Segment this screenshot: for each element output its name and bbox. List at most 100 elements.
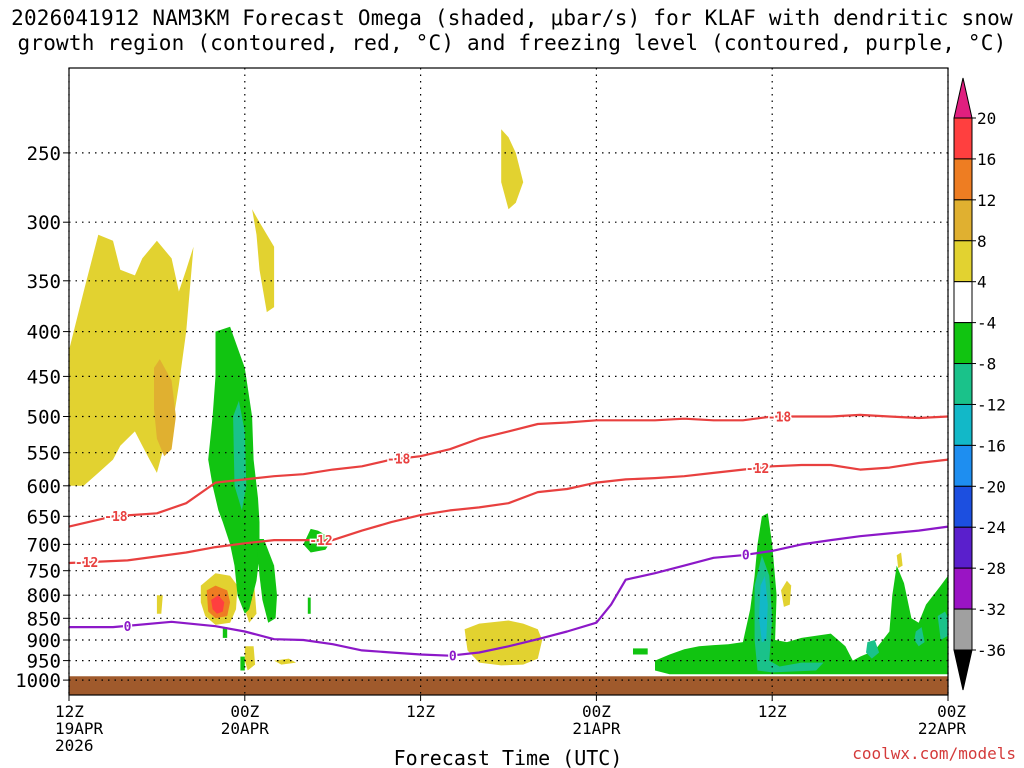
contour-label-2: -18 — [766, 409, 793, 427]
omega-region-23 — [655, 513, 948, 675]
ytick-label-650: 650 — [27, 506, 61, 528]
colorbar-segment-3 — [953, 240, 973, 283]
omega-region-13 — [781, 580, 792, 607]
omega-region-9 — [244, 646, 256, 671]
colorbar-segment-7 — [953, 403, 973, 446]
xtick-label-36-0: 00Z — [582, 702, 611, 721]
chart-title-line-2: growth region (contoured, red, °C) and f… — [17, 31, 1007, 55]
colorbar-segment-9 — [953, 485, 973, 528]
credit-text: coolwx.com/models — [852, 744, 1016, 763]
contour-label-0: -18 — [103, 509, 130, 527]
colorbar-label-7: -12 — [977, 395, 1006, 414]
contour-dgz-1 — [68, 458, 949, 565]
contour-label-text: -12 — [309, 534, 332, 549]
xtick-label-0-2: 2026 — [55, 736, 94, 755]
colorbar-label-4: 4 — [977, 273, 987, 292]
contour-label-text: 0 — [742, 549, 750, 564]
omega-region-6 — [211, 595, 225, 614]
colorbar-label-13: -36 — [977, 641, 1006, 660]
colorbar-segment-2 — [953, 199, 973, 242]
terrain-fill — [69, 676, 948, 695]
ytick-label-450: 450 — [27, 366, 61, 388]
colorbar: 20 16 12 8 4 -4 -8 -12 -16 -20 -24 -28 -32 -36 — [953, 77, 1006, 691]
xtick-label-0-1: 19APR — [55, 719, 104, 738]
contour-label-5: -12 — [744, 460, 770, 478]
contour-freezing-2 — [69, 525, 949, 657]
omega-region-19 — [307, 597, 311, 614]
omega-region-16 — [233, 400, 247, 511]
colorbar-label-12: -32 — [977, 600, 1006, 619]
colorbar-segment-4 — [953, 281, 973, 324]
xtick-label-36-1: 21APR — [572, 719, 621, 738]
colorbar-bottom-extend — [953, 649, 973, 691]
omega-region-22 — [633, 648, 648, 655]
colorbar-segment-0 — [953, 117, 973, 160]
colorbar-label-0: 20 — [977, 109, 996, 128]
omega-region-26 — [866, 640, 880, 659]
contour-label-text: 0 — [449, 649, 457, 664]
ytick-label-750: 750 — [27, 561, 61, 583]
ytick-label-700: 700 — [27, 534, 61, 556]
ytick-label-850: 850 — [27, 608, 61, 630]
contour-dgz-0 — [68, 413, 949, 528]
colorbar-segment-12 — [953, 608, 973, 651]
colorbar-segment-6 — [953, 363, 973, 405]
contour-label-text: -18 — [104, 510, 128, 525]
y-tick-labels: 2503003504004505005506006507007508008509… — [15, 143, 69, 692]
xtick-label-0-0: 12Z — [55, 702, 84, 721]
contour-label-text: -18 — [387, 453, 411, 468]
plot-frame — [68, 67, 949, 696]
ytick-label-1000: 1000 — [15, 670, 61, 692]
colorbar-label-2: 12 — [977, 191, 996, 210]
terrain-surface — [69, 676, 948, 695]
ytick-label-350: 350 — [27, 271, 61, 293]
xtick-label-60-0: 00Z — [937, 702, 966, 721]
colorbar-label-10: -24 — [977, 518, 1006, 537]
colorbar-segment-8 — [953, 444, 973, 487]
omega-region-20 — [222, 627, 228, 638]
contour-lines: -18 -18 -18 -12 -12 -12 0 0 0 — [68, 409, 949, 666]
colorbar-label-9: -20 — [977, 477, 1006, 496]
colorbar-label-5: -4 — [977, 314, 996, 333]
colorbar-label-6: -8 — [977, 355, 996, 374]
contour-label-text: -18 — [768, 410, 792, 425]
xtick-label-60-1: 22APR — [918, 719, 967, 738]
ytick-label-950: 950 — [27, 651, 61, 673]
contour-label-6: 0 — [122, 618, 133, 636]
ytick-label-900: 900 — [27, 630, 61, 652]
omega-region-10 — [156, 595, 163, 614]
colorbar-segment-11 — [953, 567, 973, 610]
omega-region-21 — [240, 656, 245, 671]
omega-region-1 — [154, 359, 176, 457]
contour-label-text: -12 — [746, 462, 769, 477]
omega-region-17 — [256, 539, 277, 623]
colorbar-top-extend — [953, 77, 973, 119]
xtick-label-12-0: 00Z — [230, 702, 259, 721]
omega-region-3 — [501, 129, 524, 210]
ytick-label-300: 300 — [27, 212, 61, 234]
omega-region-14 — [896, 552, 903, 569]
omega-region-27 — [914, 627, 925, 647]
colorbar-label-8: -16 — [977, 436, 1006, 455]
colorbar-segment-1 — [953, 158, 973, 201]
plot-border — [68, 67, 949, 696]
colorbar-segment-5 — [953, 322, 973, 365]
omega-region-2 — [252, 209, 275, 313]
omega-region-24 — [754, 555, 824, 673]
contour-label-7: 0 — [447, 648, 458, 666]
ytick-label-800: 800 — [27, 585, 61, 607]
colorbar-segment-10 — [953, 526, 973, 569]
x-axis-label: Forecast Time (UTC) — [394, 746, 623, 768]
omega-region-12 — [464, 620, 543, 666]
contour-label-1: -18 — [385, 451, 412, 469]
omega-region-11 — [274, 658, 297, 665]
contour-label-text: -12 — [75, 556, 98, 571]
xtick-label-48-0: 12Z — [758, 702, 787, 721]
contour-label-3: -12 — [73, 555, 99, 573]
omega-region-0 — [69, 234, 194, 486]
chart-title-line-1: 2026041912 NAM3KM Forecast Omega (shaded… — [11, 6, 1013, 30]
colorbar-label-11: -28 — [977, 559, 1006, 578]
omega-shading — [69, 129, 948, 675]
